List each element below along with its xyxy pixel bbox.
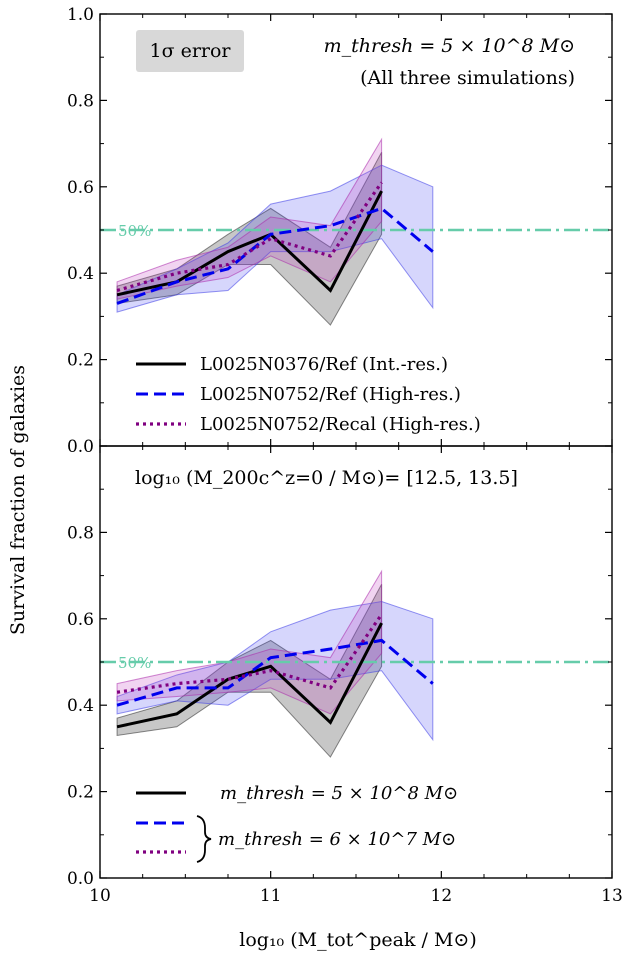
bottom-y-tick-label: 0.6 [67, 610, 94, 630]
legend-brace [196, 815, 212, 863]
top-panel: 1σ error m_thresh = 5 × 10^8 M⊙ (All thr… [136, 30, 575, 89]
y-axis-label: Survival fraction of galaxies [7, 365, 29, 635]
top-y-tick-label: 0.4 [67, 264, 94, 284]
bottom-reference-label: 50% [118, 654, 151, 672]
top-series-line-0 [116, 190, 383, 297]
x-tick-label: 11 [260, 886, 282, 906]
legend-label-1: L0025N0752/Ref (High-res.) [200, 384, 461, 405]
bottom-legend: m_thresh = 5 × 10^8 M⊙ m_thresh = 6 × 10^… [136, 783, 458, 863]
legend-label-2: L0025N0752/Recal (High-res.) [200, 414, 481, 435]
bottom-series-line-2 [116, 613, 383, 694]
top-y-tick-label: 1.0 [67, 5, 94, 25]
top-y-tick-label: 0.0 [67, 437, 94, 457]
mthresh-annotation: m_thresh = 5 × 10^8 M⊙ [324, 35, 575, 57]
error-box [136, 30, 244, 72]
bottom-panel: log₁₀ (M_200c^z=0 / M⊙)= [12.5, 13.5] [135, 467, 518, 489]
top-series-line-2 [116, 181, 383, 293]
top-legend: L0025N0376/Ref (Int.-res.) L0025N0752/Ref… [136, 354, 481, 435]
top-series-line-1 [116, 206, 434, 305]
legend-label-0: L0025N0376/Ref (Int.-res.) [200, 354, 448, 375]
bottom-y-tick-label: 0.8 [67, 523, 94, 543]
top-plot-area: 50% 0.0 0.2 0.4 0.6 0.8 1.0 [67, 5, 613, 457]
top-reference-label: 50% [118, 222, 151, 240]
x-tick-label: 13 [601, 886, 623, 906]
top-y-tick-label: 0.2 [67, 351, 94, 371]
bottom-plot-area: 50% 0.0 0.2 0.4 0.6 0.8 10 11 12 13 [67, 445, 623, 906]
x-axis-label: log₁₀ (M_tot^peak / M⊙) [239, 929, 476, 951]
top-error-band-2 [116, 137, 383, 300]
top-y-tick-label: 0.8 [67, 91, 94, 111]
top-y-tick-label: 0.6 [67, 178, 94, 198]
bottom-series-line-1 [116, 638, 434, 707]
bottom-y-tick-label: 0.2 [67, 783, 94, 803]
bottom-y-tick-label: 0.0 [67, 869, 94, 889]
halo-mass-range-label: log₁₀ (M_200c^z=0 / M⊙)= [12.5, 13.5] [135, 467, 518, 489]
simulations-annotation: (All three simulations) [360, 67, 575, 89]
bottom-legend-label-0: m_thresh = 5 × 10^8 M⊙ [220, 783, 458, 804]
bottom-series-line-0 [116, 622, 383, 729]
x-tick-label: 12 [431, 886, 453, 906]
bottom-legend-label-1: m_thresh = 6 × 10^7 M⊙ [218, 829, 456, 850]
bottom-y-tick-label: 0.4 [67, 696, 94, 716]
error-box-label: 1σ error [149, 40, 231, 62]
x-tick-label: 10 [89, 886, 111, 906]
